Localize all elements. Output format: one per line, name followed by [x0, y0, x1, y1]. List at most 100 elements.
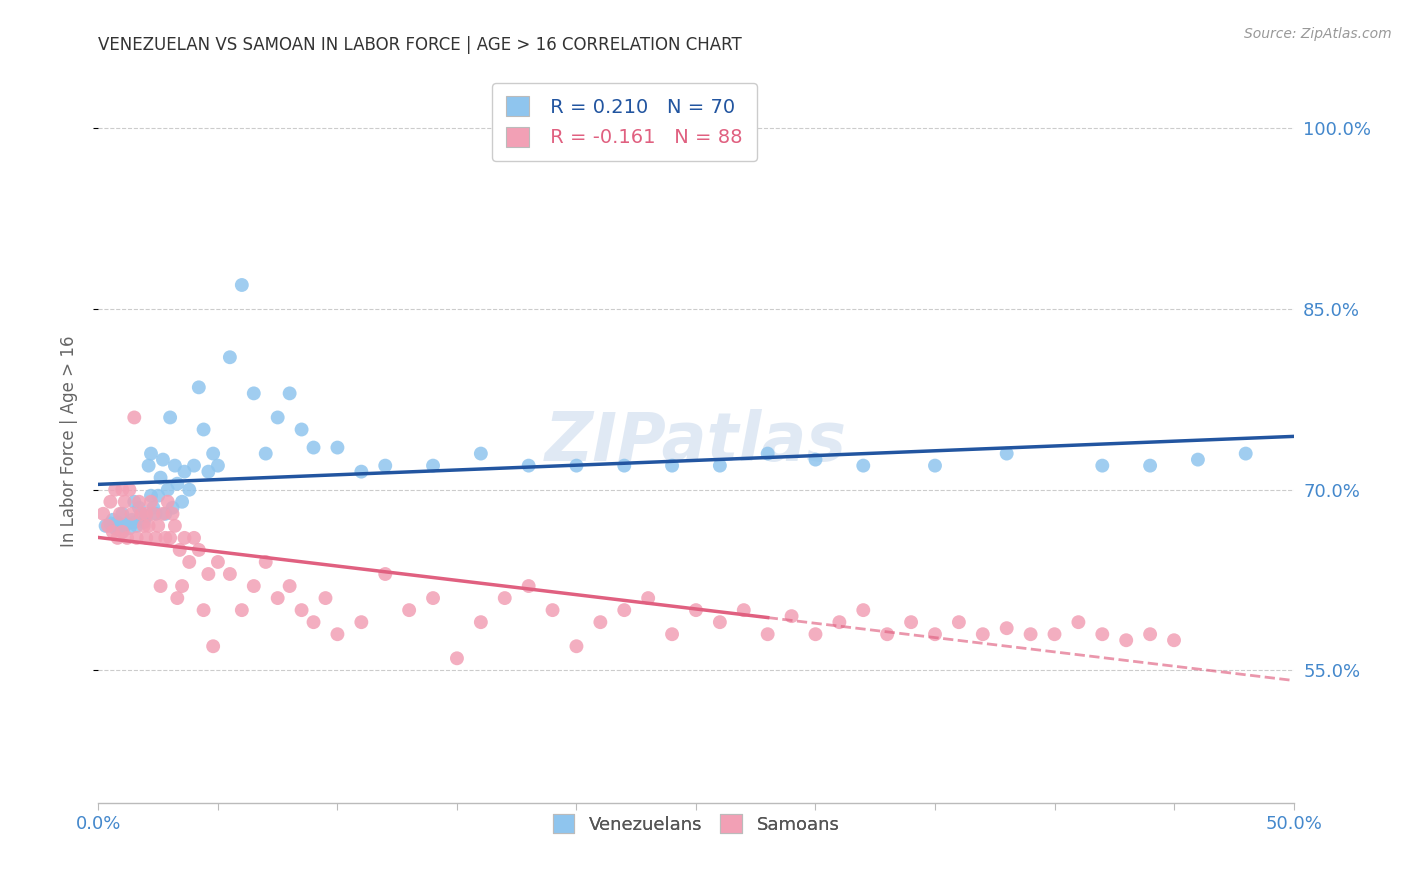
Point — [374, 567, 396, 582]
Point — [166, 476, 188, 491]
Point — [163, 458, 186, 473]
Point — [101, 513, 124, 527]
Point — [155, 531, 177, 545]
Point — [374, 458, 396, 473]
Point — [804, 452, 827, 467]
Point — [852, 603, 875, 617]
Point — [661, 458, 683, 473]
Point — [470, 447, 492, 461]
Point — [163, 519, 186, 533]
Point — [804, 627, 827, 641]
Point — [350, 615, 373, 630]
Point — [1139, 458, 1161, 473]
Point — [156, 495, 179, 509]
Point — [1163, 633, 1185, 648]
Point — [135, 509, 157, 524]
Point — [114, 495, 136, 509]
Text: Source: ZipAtlas.com: Source: ZipAtlas.com — [1244, 27, 1392, 41]
Point — [125, 531, 148, 545]
Point — [149, 579, 172, 593]
Point — [1187, 452, 1209, 467]
Point — [148, 519, 170, 533]
Text: VENEZUELAN VS SAMOAN IN LABOR FORCE | AGE > 16 CORRELATION CHART: VENEZUELAN VS SAMOAN IN LABOR FORCE | AG… — [98, 36, 742, 54]
Point — [709, 458, 731, 473]
Point — [111, 507, 134, 521]
Text: ZIPatlas: ZIPatlas — [546, 409, 846, 475]
Point — [267, 591, 290, 606]
Point — [179, 555, 201, 569]
Point — [948, 615, 970, 630]
Point — [202, 447, 225, 461]
Point — [173, 531, 195, 545]
Point — [107, 515, 129, 529]
Point — [149, 471, 172, 485]
Point — [101, 524, 124, 539]
Point — [142, 500, 165, 515]
Point — [565, 458, 588, 473]
Point — [172, 495, 194, 509]
Point — [1115, 633, 1137, 648]
Point — [115, 531, 138, 545]
Point — [924, 627, 946, 641]
Point — [128, 495, 150, 509]
Point — [1067, 615, 1090, 630]
Point — [169, 542, 191, 557]
Point — [94, 519, 117, 533]
Point — [111, 483, 134, 497]
Point — [121, 507, 143, 521]
Point — [98, 516, 122, 531]
Point — [162, 507, 184, 521]
Point — [131, 507, 153, 521]
Point — [613, 458, 636, 473]
Point — [243, 386, 266, 401]
Point — [565, 640, 588, 654]
Point — [302, 615, 325, 630]
Point — [517, 579, 540, 593]
Point — [291, 603, 314, 617]
Point — [159, 531, 181, 545]
Point — [108, 517, 131, 532]
Point — [193, 423, 215, 437]
Point — [125, 519, 148, 533]
Point — [709, 615, 731, 630]
Point — [187, 542, 209, 557]
Point — [1043, 627, 1066, 641]
Point — [104, 521, 127, 535]
Point — [422, 591, 444, 606]
Point — [118, 483, 141, 497]
Point — [156, 483, 179, 497]
Point — [124, 495, 146, 509]
Point — [138, 519, 160, 533]
Point — [132, 515, 155, 529]
Point — [219, 567, 242, 582]
Point — [207, 555, 229, 569]
Point — [131, 507, 153, 521]
Point — [145, 507, 167, 521]
Legend: Venezuelans, Samoans: Venezuelans, Samoans — [546, 807, 846, 841]
Point — [138, 458, 160, 473]
Point — [1019, 627, 1042, 641]
Point — [152, 507, 174, 521]
Point — [111, 524, 134, 539]
Point — [733, 603, 755, 617]
Point — [98, 495, 122, 509]
Point — [1091, 458, 1114, 473]
Point — [121, 513, 143, 527]
Point — [900, 615, 922, 630]
Point — [613, 603, 636, 617]
Point — [118, 521, 141, 535]
Point — [661, 627, 683, 641]
Point — [155, 507, 177, 521]
Point — [193, 603, 215, 617]
Point — [267, 410, 290, 425]
Point — [231, 603, 253, 617]
Point — [589, 615, 612, 630]
Point — [172, 579, 194, 593]
Point — [179, 483, 201, 497]
Point — [142, 507, 165, 521]
Point — [876, 627, 898, 641]
Point — [924, 458, 946, 473]
Point — [187, 380, 209, 394]
Point — [302, 441, 325, 455]
Point — [995, 621, 1018, 635]
